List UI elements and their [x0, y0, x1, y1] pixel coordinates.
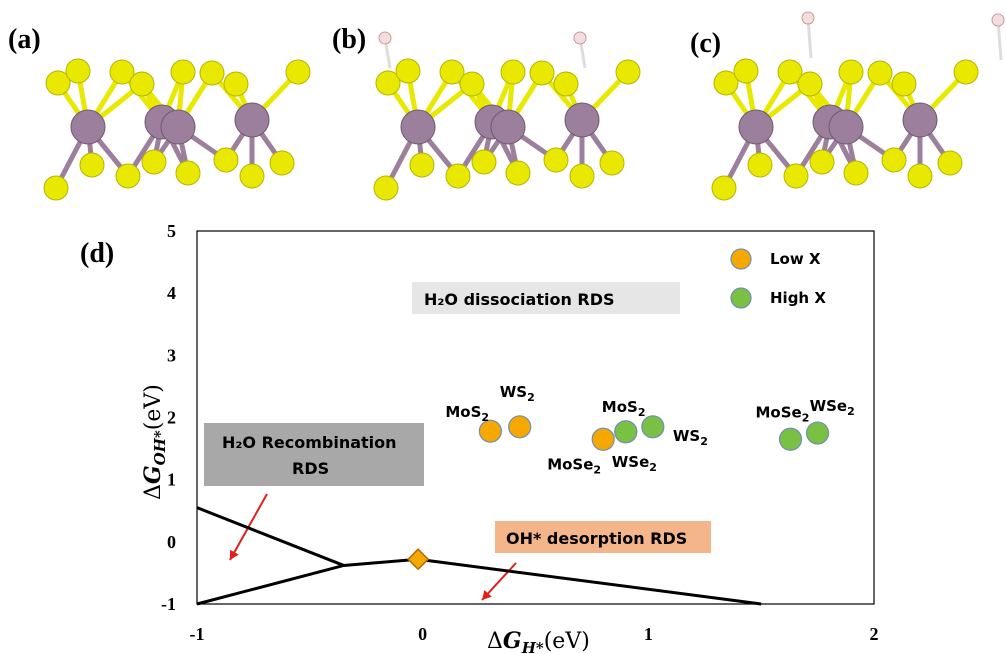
- x-tick-label: -1: [190, 624, 205, 644]
- dissociation-region-box: [412, 282, 680, 314]
- point-label: MoSe2: [756, 403, 810, 424]
- point-label: MoS2: [602, 398, 646, 419]
- panel-label-d: (d): [80, 238, 114, 269]
- apex-diamond-marker: [407, 548, 430, 571]
- desorption-region-label: OH* desorption RDS: [506, 529, 687, 548]
- chart-d: H₂O dissociation RDS H₂O Recombination R…: [140, 221, 879, 654]
- y-tick-label: 1: [167, 470, 176, 490]
- legend: Low X High X: [730, 248, 826, 309]
- point-label: WS2: [500, 383, 535, 404]
- legend-marker-high-x: [730, 287, 752, 309]
- high-x-point: [805, 421, 830, 445]
- high-x-point: [614, 420, 638, 444]
- legend-marker-low-x: [730, 248, 752, 270]
- y-tick-label: 3: [167, 345, 176, 365]
- y-tick-label: 0: [167, 532, 176, 552]
- low-x-point: [591, 427, 615, 451]
- boundary-lines: [196, 506, 762, 606]
- structure-h-adsorbed: [373, 31, 641, 201]
- low-x-point: [478, 419, 502, 443]
- plot-frame: [196, 230, 875, 605]
- legend-label-high-x: High X: [770, 289, 826, 307]
- point-label: WS2: [673, 427, 708, 448]
- panel-label-c: (c): [690, 28, 721, 59]
- low-x-point: [508, 415, 532, 439]
- recombination-region-label-line1: H₂O Recombination: [222, 433, 397, 452]
- structure-oh-adsorbed: [711, 11, 1005, 201]
- x-axis-title: ΔGH*(eV): [487, 628, 590, 654]
- dissociation-region-label: H₂O dissociation RDS: [424, 290, 615, 309]
- high-x-point: [641, 415, 665, 439]
- x-tick-label: 1: [644, 624, 653, 644]
- desorption-arrow: [481, 562, 517, 601]
- point-label: MoS2: [445, 403, 489, 424]
- structure-pristine: [43, 58, 311, 201]
- recombination-region-label-line2: RDS: [292, 459, 329, 478]
- y-tick-label: 2: [167, 408, 176, 428]
- panel-label-b: (b): [332, 24, 366, 55]
- y-tick-label: 4: [167, 283, 176, 303]
- axis-ticks: -1 0 1 2 -1 0 1 2 3 4 5: [161, 221, 879, 644]
- y-axis-title: ΔGOH*(eV): [140, 384, 169, 500]
- desorption-region-box: [495, 521, 711, 553]
- x-tick-label: 2: [870, 624, 879, 644]
- recombination-region-box: [204, 423, 424, 486]
- point-label: WSe2: [810, 397, 855, 418]
- boundary-line: [196, 506, 345, 567]
- y-tick-label: 5: [167, 221, 176, 241]
- y-tick-label: -1: [161, 594, 176, 614]
- legend-label-low-x: Low X: [770, 250, 821, 268]
- x-tick-label: 0: [418, 624, 427, 644]
- high-x-point: [778, 427, 803, 451]
- point-label: MoSe2: [547, 455, 601, 476]
- panel-label-a: (a): [8, 24, 41, 55]
- boundary-line: [196, 557, 762, 606]
- point-label: WSe2: [612, 453, 657, 474]
